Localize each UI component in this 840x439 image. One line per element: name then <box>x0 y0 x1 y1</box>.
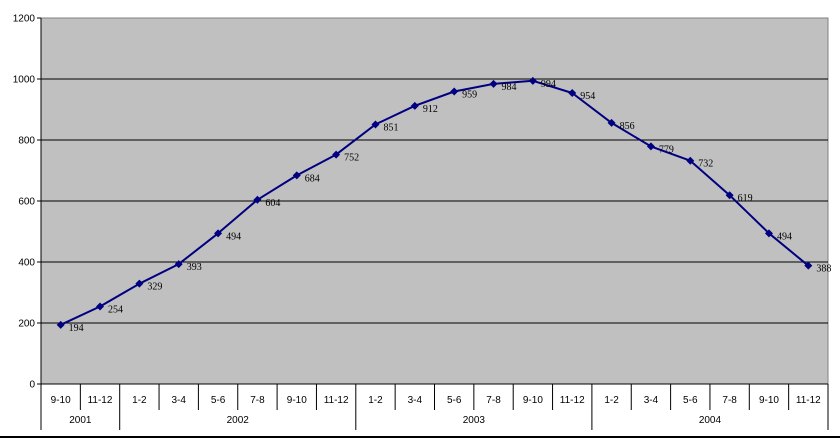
x-tick-label: 3-4 <box>171 395 186 406</box>
data-point <box>686 156 695 165</box>
data-point <box>804 261 813 270</box>
data-point <box>174 260 183 269</box>
y-tick-label: 0 <box>29 380 35 391</box>
data-label: 494 <box>226 231 241 242</box>
data-markers <box>56 76 813 329</box>
x-axis: 9-10 11-12 1-2 3-4 5-6 7-8 9-10 11-12 1-2 3-4 5-6 7… <box>40 18 829 430</box>
data-label: 619 <box>738 193 753 204</box>
data-label: 254 <box>108 305 123 316</box>
x-tick-label: 3-4 <box>408 395 423 406</box>
year-label: 2001 <box>69 415 92 426</box>
data-point <box>332 150 341 159</box>
data-point <box>56 320 65 329</box>
data-point <box>253 195 262 204</box>
x-tick-label: 11-12 <box>88 395 113 406</box>
y-axis-tick-labels: 0 200 400 600 800 1000 1200 <box>13 14 36 391</box>
y-tick-label: 1200 <box>13 14 36 25</box>
data-label: 912 <box>423 104 438 115</box>
y-tick-label: 1000 <box>13 75 36 86</box>
data-label: 732 <box>698 159 713 170</box>
data-point <box>450 87 459 96</box>
data-label: 194 <box>69 323 84 334</box>
x-tick-label: 9-10 <box>51 395 71 406</box>
y-tick-label: 800 <box>18 136 35 147</box>
data-label: 779 <box>659 144 674 155</box>
data-label: 494 <box>777 231 792 242</box>
x-tick-label: 11-12 <box>560 395 585 406</box>
x-tick-label: 5-6 <box>447 395 462 406</box>
data-label: 851 <box>383 122 398 133</box>
data-point <box>96 302 105 311</box>
x-tick-label: 1-2 <box>604 395 619 406</box>
data-point <box>410 101 419 110</box>
year-label: 2003 <box>463 415 486 426</box>
data-label: 954 <box>580 91 595 102</box>
x-tick-label: 1-2 <box>132 395 147 406</box>
data-label: 388 <box>816 264 831 275</box>
data-point <box>292 171 301 180</box>
data-label: 994 <box>541 79 556 90</box>
x-tick-label: 11-12 <box>324 395 349 406</box>
data-label: 393 <box>187 262 202 273</box>
data-point <box>764 229 773 238</box>
data-point <box>489 79 498 88</box>
data-point <box>371 120 380 129</box>
data-label: 684 <box>305 173 320 184</box>
series-line-group <box>60 79 809 326</box>
series-line <box>60 79 809 326</box>
y-tick-label: 600 <box>18 197 35 208</box>
x-tick-label: 9-10 <box>287 395 307 406</box>
data-labels: 194 254 329 393 494 604 684 752 851 912 959 984 994 9… <box>69 79 832 334</box>
data-point <box>528 76 537 85</box>
data-label: 959 <box>462 90 477 101</box>
x-tick-label: 9-10 <box>523 395 543 406</box>
data-label: 752 <box>344 153 359 164</box>
x-tick-label: 3-4 <box>644 395 659 406</box>
data-label: 984 <box>502 82 517 93</box>
data-point <box>568 89 577 98</box>
x-tick-label: 7-8 <box>486 395 501 406</box>
x-tick-label: 5-6 <box>683 395 698 406</box>
x-tick-label: 9-10 <box>759 395 779 406</box>
data-point <box>214 229 223 238</box>
x-tick-label: 7-8 <box>722 395 737 406</box>
data-label: 604 <box>265 198 280 209</box>
x-tick-label: 7-8 <box>250 395 265 406</box>
data-point <box>607 118 616 127</box>
data-point <box>646 142 655 151</box>
x-tick-label: 1-2 <box>368 395 383 406</box>
year-label: 2004 <box>699 415 722 426</box>
data-point <box>135 279 144 288</box>
year-label: 2002 <box>227 415 250 426</box>
y-tick-label: 200 <box>18 319 35 330</box>
data-label: 329 <box>147 282 162 293</box>
x-tick-label: 5-6 <box>211 395 226 406</box>
data-label: 856 <box>620 121 635 132</box>
y-tick-label: 400 <box>18 258 35 269</box>
gridlines <box>37 17 828 385</box>
data-point <box>725 191 734 200</box>
x-tick-label: 11-12 <box>796 395 821 406</box>
